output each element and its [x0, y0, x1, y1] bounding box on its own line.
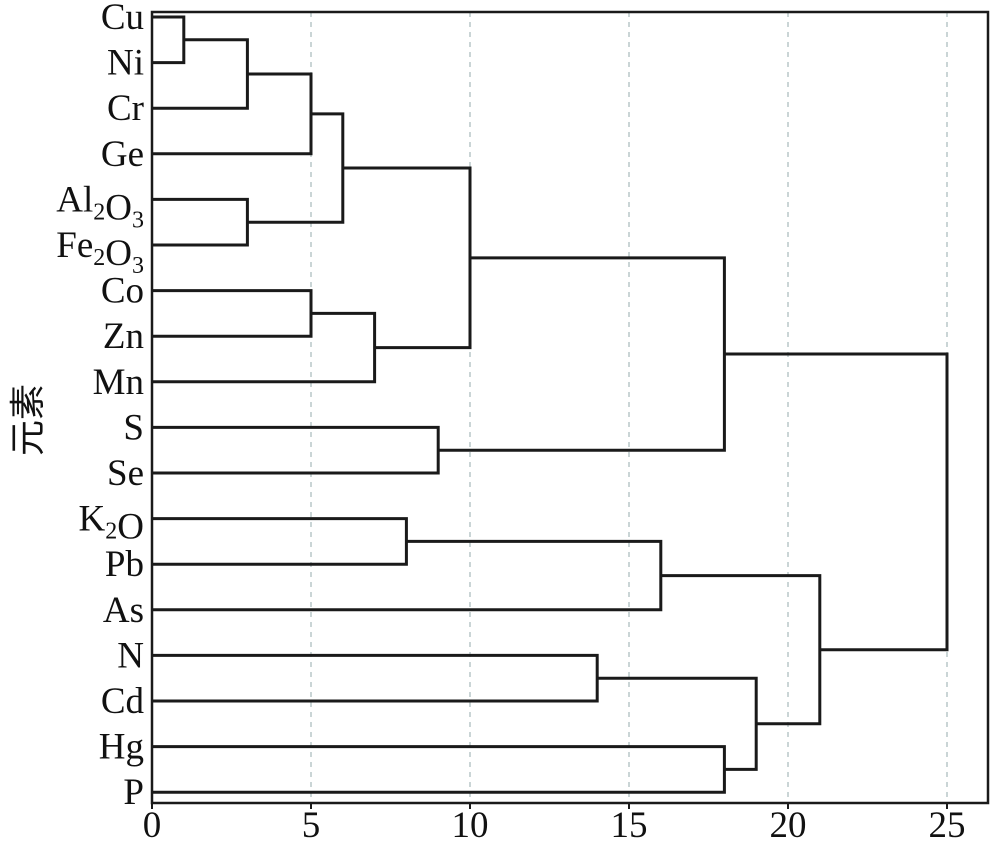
dendrogram-links — [152, 15, 949, 794]
leaf-label: N — [117, 635, 144, 676]
y-axis-label: 元素 — [8, 384, 49, 456]
leaf-label: Cr — [107, 88, 144, 129]
merge-link — [660, 574, 822, 726]
leaf-label: Co — [101, 271, 144, 312]
merge-link — [152, 289, 313, 338]
leaf-label: Zn — [103, 316, 144, 357]
merge-link — [152, 653, 599, 703]
merge-link — [342, 166, 472, 350]
leaf-label: Cd — [101, 681, 145, 722]
x-tick-label: 15 — [611, 805, 648, 842]
leaf-label: S — [123, 407, 144, 448]
leaf-label: As — [103, 590, 144, 631]
merge-link — [152, 517, 408, 566]
leaf-label: Ge — [101, 134, 144, 175]
leaf-label: Fe2O3 — [56, 225, 144, 279]
leaf-label: Pb — [105, 544, 144, 585]
x-tick-label: 10 — [452, 805, 489, 842]
merge-link — [247, 112, 345, 224]
x-tick-label: 5 — [302, 805, 321, 842]
leaf-label: Cu — [101, 0, 144, 38]
merge-link — [438, 256, 726, 452]
leaf-label: Ni — [107, 43, 144, 84]
leaf-label: P — [123, 772, 144, 813]
leaf-label: Al2O3 — [56, 179, 144, 233]
x-tick-label: 25 — [929, 805, 966, 842]
merge-link — [152, 311, 377, 384]
x-axis-ticks: 0 5 10 15 20 25 — [143, 803, 966, 842]
merge-link — [152, 15, 186, 65]
leaf-label: Mn — [93, 362, 144, 403]
plot-frame — [150, 10, 990, 805]
leaf-label: Se — [107, 453, 144, 494]
merge-link — [152, 425, 440, 475]
grid-lines — [310, 12, 948, 803]
x-tick-label: 20 — [770, 805, 807, 842]
leaf-label: Hg — [99, 727, 144, 768]
merge-link — [724, 352, 949, 652]
x-tick-label: 0 — [143, 805, 162, 842]
merge-link — [152, 38, 249, 110]
merge-link — [152, 72, 313, 156]
merge-link — [152, 745, 726, 794]
merge-link — [597, 676, 758, 771]
leaf-label: K2O — [79, 499, 144, 548]
merge-link — [152, 197, 249, 247]
